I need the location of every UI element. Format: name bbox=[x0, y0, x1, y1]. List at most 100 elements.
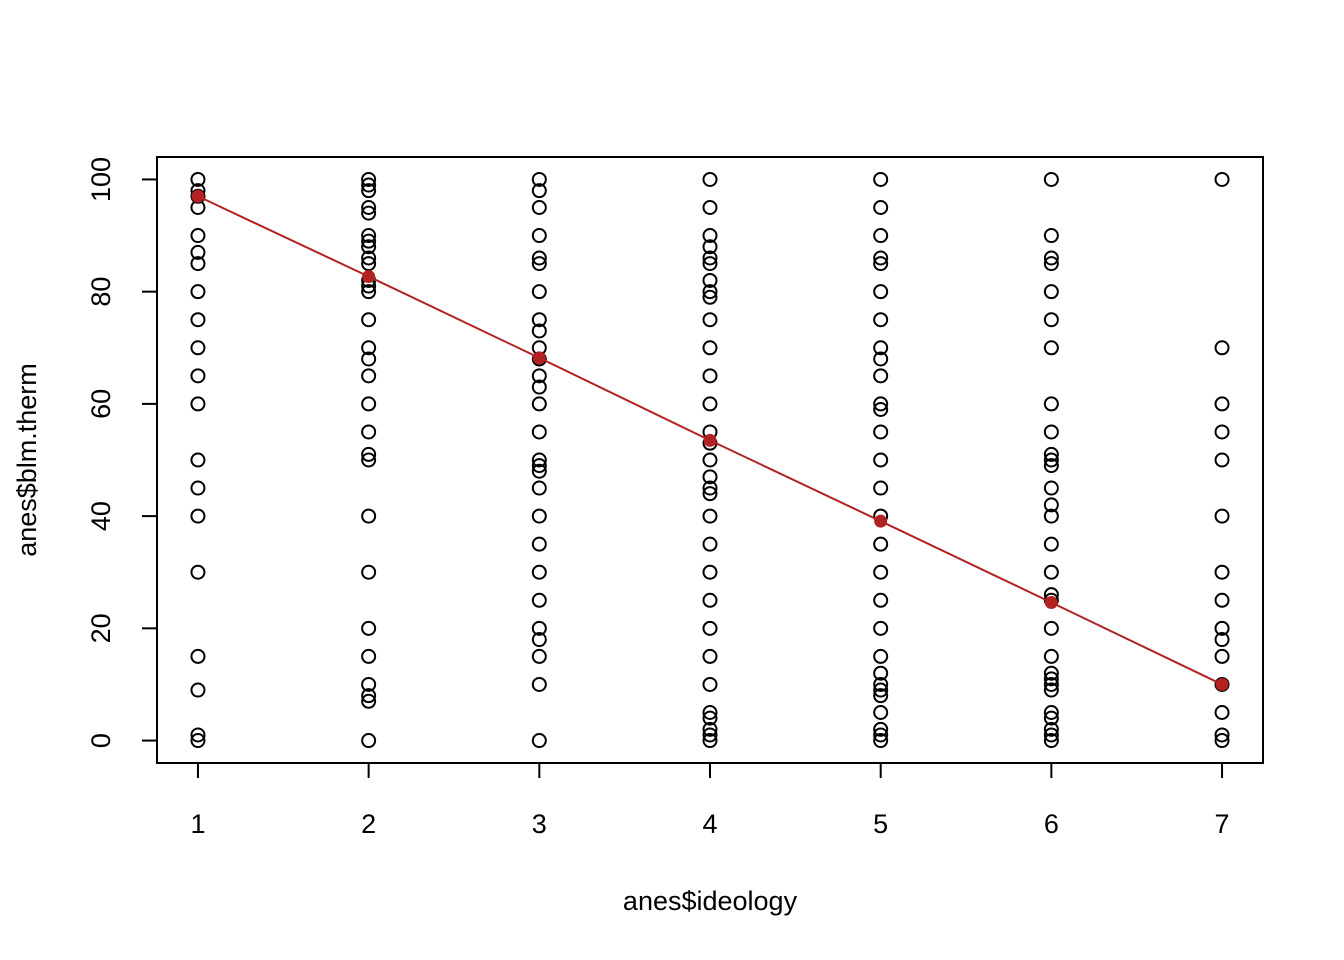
point bbox=[531, 620, 547, 636]
point bbox=[1043, 480, 1059, 496]
point bbox=[1043, 536, 1059, 552]
point bbox=[1043, 710, 1059, 726]
point bbox=[1043, 452, 1059, 468]
point bbox=[361, 508, 377, 524]
y-axis-label: anes$blm.therm bbox=[12, 363, 42, 557]
mean-point bbox=[1044, 596, 1058, 610]
point bbox=[531, 323, 547, 339]
point bbox=[531, 463, 547, 479]
point bbox=[702, 469, 718, 485]
point bbox=[873, 564, 889, 580]
point bbox=[531, 676, 547, 692]
x-tick-label: 6 bbox=[1044, 809, 1059, 839]
y-tick-label: 40 bbox=[86, 501, 116, 531]
y-tick-label: 100 bbox=[86, 157, 116, 202]
point bbox=[873, 171, 889, 187]
point bbox=[702, 705, 718, 720]
point bbox=[873, 688, 889, 704]
x-tick-label: 4 bbox=[702, 809, 717, 839]
point bbox=[873, 351, 889, 367]
point bbox=[873, 721, 889, 737]
point bbox=[531, 480, 547, 496]
point bbox=[702, 396, 718, 412]
point bbox=[702, 228, 718, 244]
point bbox=[531, 284, 547, 300]
mean-point bbox=[532, 351, 546, 365]
point bbox=[702, 171, 718, 187]
point bbox=[531, 424, 547, 440]
point bbox=[702, 480, 718, 496]
point bbox=[702, 508, 718, 524]
point bbox=[702, 648, 718, 664]
plot-box bbox=[156, 156, 1264, 764]
point bbox=[361, 284, 377, 300]
point bbox=[873, 284, 889, 300]
point bbox=[1043, 446, 1059, 462]
point bbox=[361, 183, 377, 199]
point bbox=[531, 536, 547, 552]
x-tick-label: 5 bbox=[873, 809, 888, 839]
x-axis-label: anes$ideology bbox=[623, 886, 798, 916]
point bbox=[190, 228, 206, 244]
point bbox=[1214, 340, 1230, 356]
x-tick-label: 2 bbox=[361, 809, 376, 839]
point bbox=[361, 205, 377, 221]
point bbox=[1214, 564, 1230, 580]
point bbox=[190, 396, 206, 412]
mean-point bbox=[703, 433, 717, 447]
x-tick-label: 3 bbox=[532, 809, 547, 839]
point bbox=[190, 727, 206, 743]
point bbox=[1043, 508, 1059, 524]
point bbox=[873, 396, 889, 412]
point bbox=[873, 620, 889, 636]
point bbox=[1043, 733, 1059, 749]
point bbox=[361, 239, 377, 255]
point bbox=[1043, 424, 1059, 440]
point bbox=[361, 177, 377, 193]
point bbox=[1043, 171, 1059, 187]
point bbox=[873, 200, 889, 215]
point bbox=[361, 446, 377, 462]
point bbox=[873, 665, 889, 681]
point bbox=[873, 592, 889, 608]
point bbox=[531, 648, 547, 664]
point bbox=[531, 368, 547, 384]
point bbox=[190, 480, 206, 496]
point bbox=[702, 452, 718, 468]
point bbox=[531, 183, 547, 199]
point bbox=[873, 368, 889, 384]
point bbox=[702, 620, 718, 636]
point bbox=[873, 733, 889, 749]
point bbox=[1214, 733, 1230, 749]
point bbox=[190, 564, 206, 580]
point bbox=[531, 312, 547, 328]
mean-point bbox=[191, 189, 205, 203]
point bbox=[190, 171, 206, 187]
point bbox=[1043, 676, 1059, 692]
point bbox=[531, 256, 547, 272]
point bbox=[1043, 665, 1059, 681]
point bbox=[361, 620, 377, 636]
point bbox=[1043, 721, 1059, 737]
point bbox=[190, 508, 206, 524]
point bbox=[531, 632, 547, 648]
point bbox=[702, 340, 718, 356]
point bbox=[873, 340, 889, 356]
point bbox=[873, 682, 889, 698]
point bbox=[873, 452, 889, 468]
point bbox=[1043, 458, 1059, 474]
point bbox=[702, 272, 718, 288]
point bbox=[361, 452, 377, 468]
point bbox=[873, 536, 889, 552]
point bbox=[1043, 312, 1059, 328]
point bbox=[702, 284, 718, 300]
point bbox=[873, 312, 889, 328]
point bbox=[531, 592, 547, 608]
point bbox=[531, 508, 547, 524]
point bbox=[1043, 497, 1059, 513]
mean-point bbox=[874, 514, 888, 528]
point bbox=[190, 648, 206, 664]
point bbox=[873, 228, 889, 244]
point bbox=[1043, 682, 1059, 698]
point bbox=[190, 256, 206, 272]
